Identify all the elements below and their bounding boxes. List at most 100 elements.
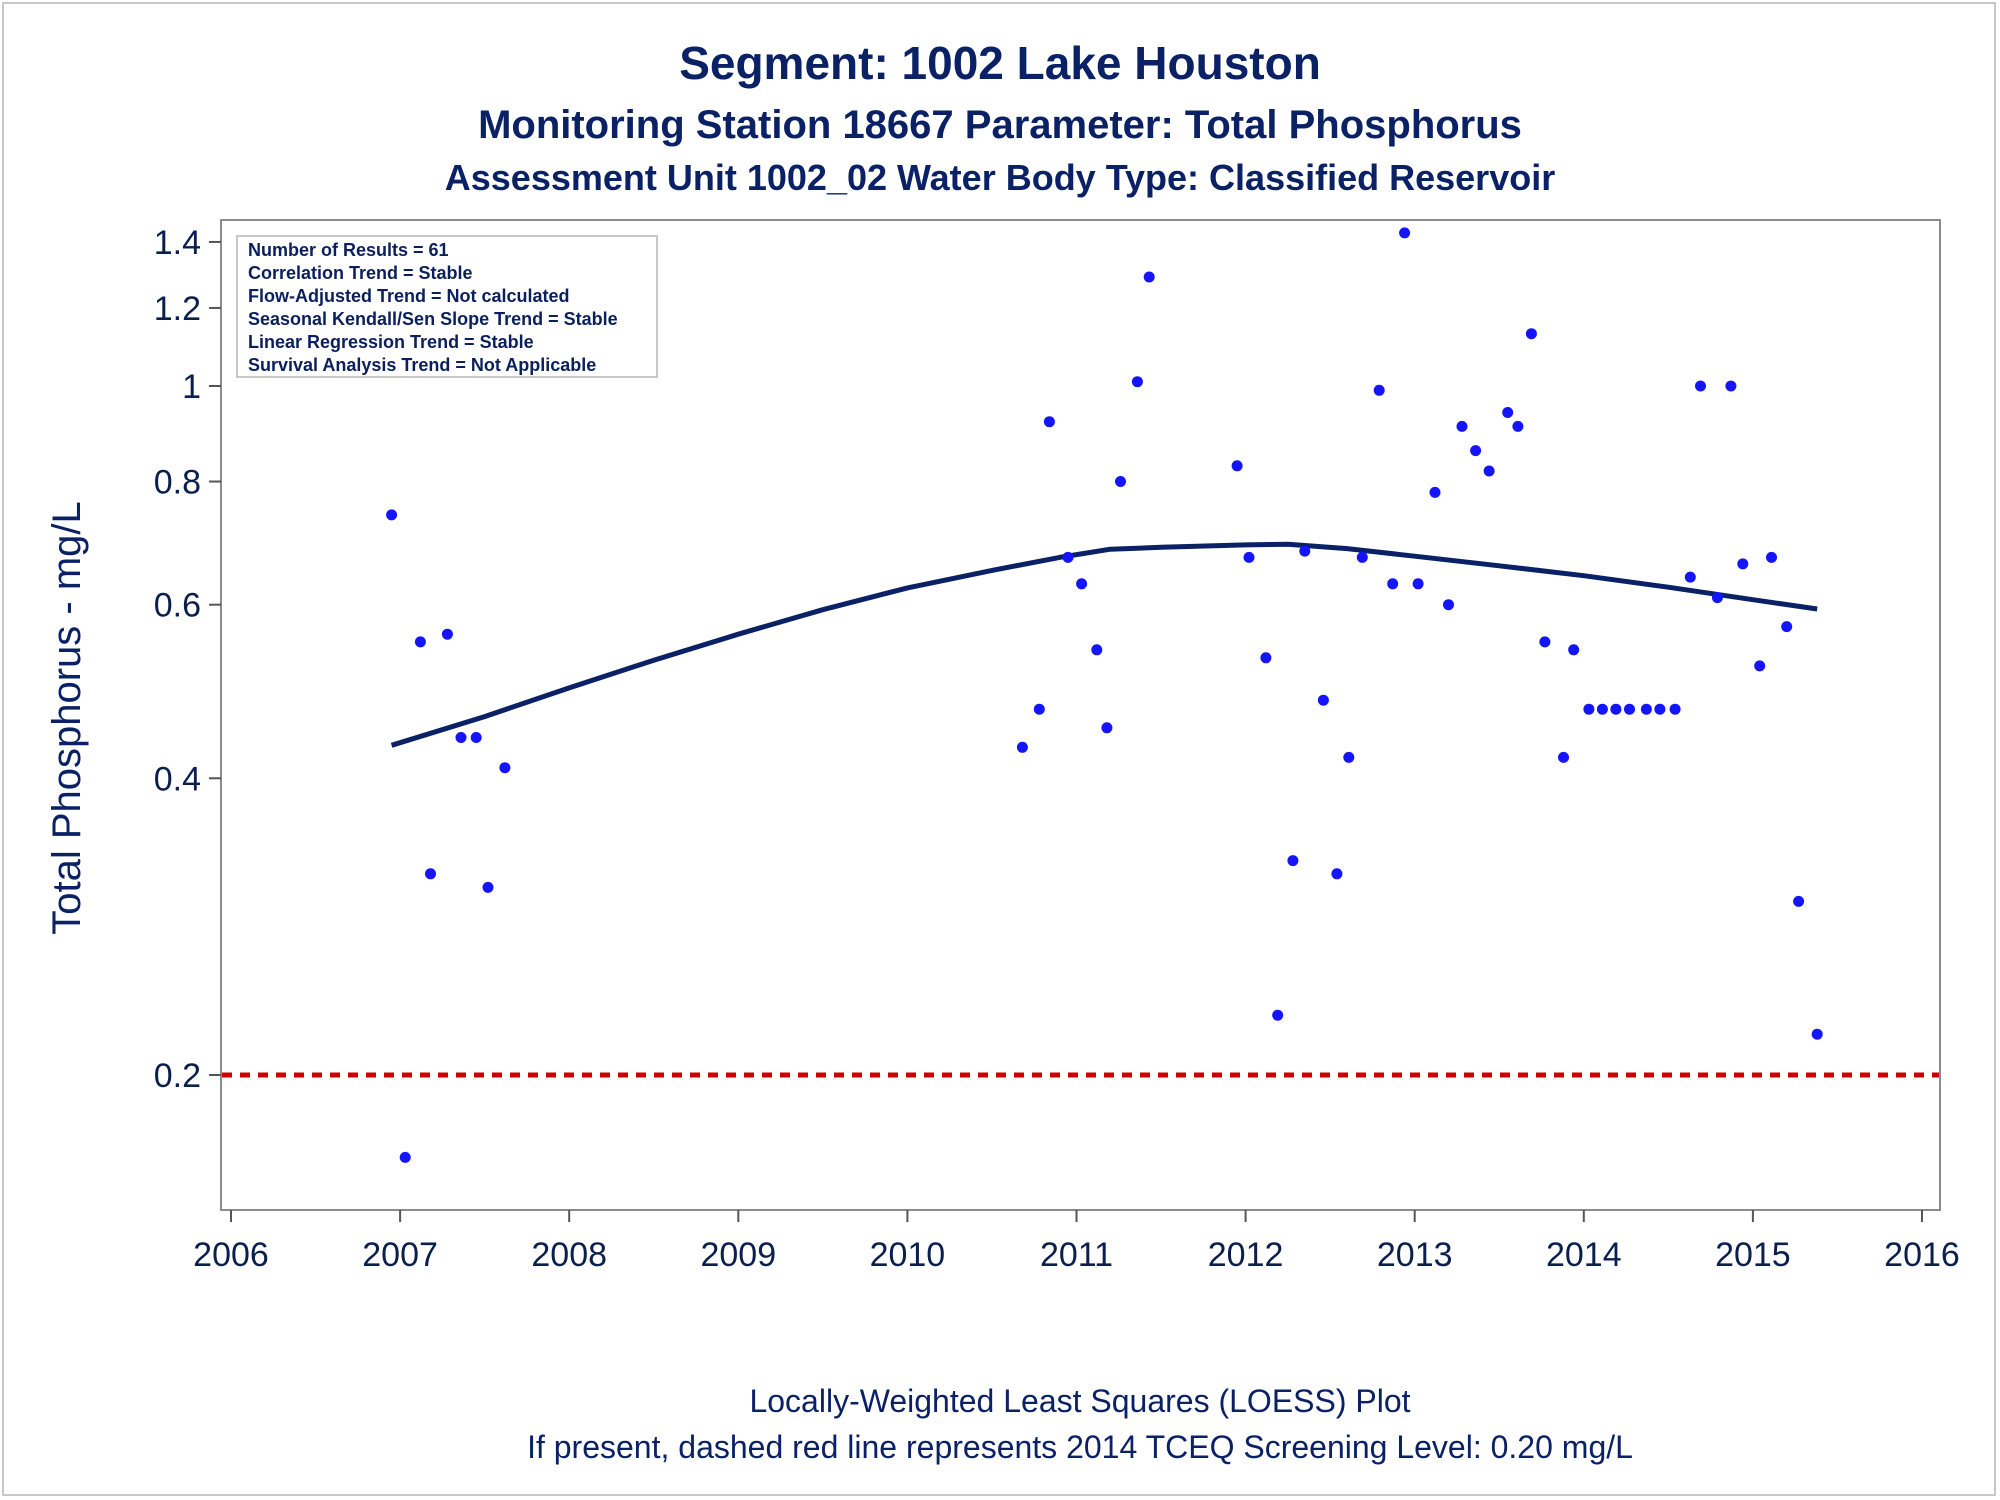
x-tick-label-2009: 2009 <box>700 1236 776 1274</box>
data-point <box>1754 660 1766 672</box>
data-point <box>1640 703 1652 715</box>
x-tick-label-2014: 2014 <box>1546 1236 1622 1274</box>
points-layer <box>386 227 1823 1163</box>
data-point <box>499 762 511 774</box>
data-point <box>1429 486 1441 498</box>
footnote-1: Locally-Weighted Least Squares (LOESS) P… <box>749 1383 1410 1419</box>
data-point <box>399 1151 411 1163</box>
x-tick-label-2016: 2016 <box>1884 1236 1960 1274</box>
data-point <box>1539 636 1551 648</box>
plot-area <box>220 219 1941 1211</box>
x-tick-label-2007: 2007 <box>362 1236 438 1274</box>
footnote-2: If present, dashed red line represents 2… <box>527 1429 1633 1465</box>
data-point <box>1483 465 1495 477</box>
x-tick-label-2006: 2006 <box>193 1236 269 1274</box>
y-axis: 0.2 0.4 0.6 0.8 1 1.2 1.4 <box>154 224 221 1095</box>
data-point <box>1711 592 1723 604</box>
stats-line-2: Correlation Trend = Stable <box>248 263 473 283</box>
y-tick-label-0.8: 0.8 <box>154 464 201 502</box>
y-tick-label-1.4: 1.4 <box>154 224 201 262</box>
data-point <box>1016 741 1028 753</box>
data-point <box>1583 703 1595 715</box>
data-point <box>1115 476 1126 487</box>
data-point <box>1596 703 1608 715</box>
data-point <box>441 628 453 640</box>
data-point <box>470 732 482 743</box>
data-point <box>1076 578 1088 590</box>
chart-title: Segment: 1002 Lake Houston <box>679 37 1321 89</box>
data-point <box>1737 558 1749 570</box>
chart-subtitle-2: Assessment Unit 1002_02 Water Body Type:… <box>445 157 1555 198</box>
x-tick-label-2015: 2015 <box>1715 1236 1791 1274</box>
data-point <box>1669 703 1681 715</box>
data-point <box>1502 407 1514 418</box>
data-point <box>1373 384 1385 396</box>
x-tick-label-2008: 2008 <box>531 1236 607 1274</box>
data-point <box>1512 420 1524 432</box>
stats-line-4: Seasonal Kendall/Sen Slope Trend = Stabl… <box>248 309 618 329</box>
data-point <box>1260 652 1272 664</box>
data-point <box>1695 380 1706 392</box>
x-tick-label-2010: 2010 <box>870 1236 946 1274</box>
data-point <box>1624 703 1635 715</box>
data-point <box>1766 551 1777 563</box>
data-point <box>1793 895 1805 907</box>
stats-box-border <box>236 235 658 378</box>
data-point <box>1331 868 1343 880</box>
data-point <box>1456 420 1468 432</box>
data-point <box>1470 445 1482 457</box>
stats-line-3: Flow-Adjusted Trend = Not calculated <box>248 286 570 306</box>
data-point <box>1091 644 1103 656</box>
stats-line-6: Survival Analysis Trend = Not Applicable <box>248 355 596 375</box>
y-tick-label-0.4: 0.4 <box>154 760 201 798</box>
data-point <box>1684 571 1696 583</box>
data-point <box>1725 380 1737 392</box>
data-point <box>1811 1028 1823 1040</box>
data-point <box>455 732 467 743</box>
data-point <box>1654 703 1666 715</box>
data-point <box>1443 599 1454 611</box>
data-point <box>1033 703 1045 715</box>
y-axis-label: Total Phosphorus - mg/L <box>45 501 89 935</box>
data-point <box>1143 271 1155 283</box>
data-point <box>1243 551 1255 563</box>
y-tick-label-1.2: 1.2 <box>154 290 201 328</box>
data-point <box>1412 578 1424 590</box>
x-tick-label-2013: 2013 <box>1377 1236 1453 1274</box>
data-point <box>1568 644 1580 656</box>
x-tick-label-2011: 2011 <box>1040 1236 1113 1274</box>
stats-line-5: Linear Regression Trend = Stable <box>248 332 534 352</box>
loess-layer <box>390 541 1818 748</box>
data-point <box>1231 460 1243 472</box>
data-point <box>1101 722 1113 734</box>
loess-line <box>390 541 1818 748</box>
y-tick-label-1: 1 <box>182 368 201 406</box>
data-point <box>1610 703 1622 715</box>
data-point <box>1558 751 1569 763</box>
y-tick-label-0.6: 0.6 <box>154 587 201 625</box>
stats-line-1: Number of Results = 61 <box>248 240 449 260</box>
data-point <box>1317 694 1329 706</box>
data-point <box>1062 551 1074 563</box>
data-point <box>425 868 436 880</box>
data-point <box>1287 855 1299 867</box>
data-point <box>1399 227 1411 239</box>
data-point <box>1131 376 1143 388</box>
data-point <box>1343 751 1355 763</box>
data-point <box>1272 1009 1284 1021</box>
stats-box: Number of Results = 61 Correlation Trend… <box>236 235 658 378</box>
data-point <box>1043 416 1055 428</box>
x-tick-label-2012: 2012 <box>1208 1236 1284 1274</box>
data-point <box>1525 328 1537 340</box>
chart-subtitle: Monitoring Station 18667 Parameter: Tota… <box>478 103 1522 147</box>
data-point <box>1387 578 1399 590</box>
y-tick-label-0.2: 0.2 <box>154 1057 201 1095</box>
data-point <box>1781 621 1793 633</box>
data-point <box>414 636 426 648</box>
data-point <box>1299 545 1311 557</box>
x-axis: 2006 2007 2008 2009 2010 2011 2012 2013 2014 2015… <box>193 1210 1960 1274</box>
data-point <box>386 509 398 521</box>
data-point <box>1356 551 1368 563</box>
data-point <box>482 881 494 893</box>
